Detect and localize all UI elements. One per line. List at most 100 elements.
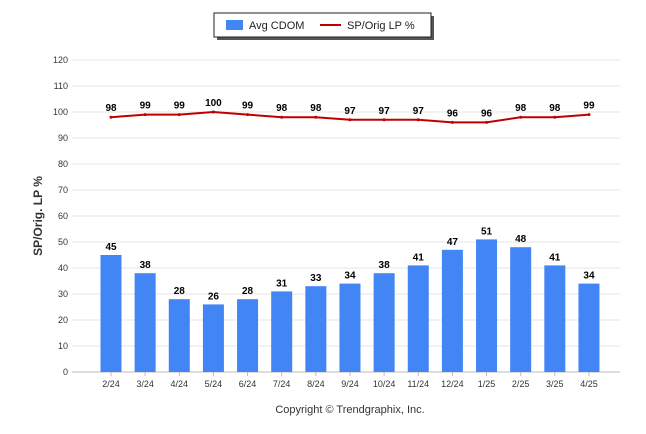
line-data-label: 97 xyxy=(413,106,425,117)
y-tick-label: 120 xyxy=(53,55,68,65)
bar-data-label: 47 xyxy=(447,237,459,248)
bar-data-label: 33 xyxy=(310,273,322,284)
line-data-label: 96 xyxy=(447,108,459,119)
line-point xyxy=(485,120,489,124)
line-data-label: 98 xyxy=(310,103,322,114)
x-tick-label: 2/25 xyxy=(512,379,530,389)
bar-data-label: 28 xyxy=(242,286,254,297)
x-tick-label: 10/24 xyxy=(373,379,396,389)
y-tick-label: 40 xyxy=(58,263,68,273)
bar-data-label: 41 xyxy=(549,252,561,263)
y-tick-label: 60 xyxy=(58,211,68,221)
line-point xyxy=(109,115,113,119)
line-point xyxy=(177,113,181,117)
bar-data-label: 45 xyxy=(105,242,117,253)
bar-data-label: 38 xyxy=(140,260,152,271)
line-point xyxy=(416,118,420,122)
y-tick-label: 100 xyxy=(53,107,68,117)
line-point xyxy=(587,113,591,117)
bar-data-label: 34 xyxy=(344,271,356,282)
bar xyxy=(202,304,224,372)
line-data-label: 97 xyxy=(379,106,391,117)
bar-data-labels: 45 38 28 26 28 31 33 34 38 41 47 51 48 41 34 xyxy=(105,226,595,302)
y-tick-label: 110 xyxy=(54,81,68,91)
bar-data-label: 31 xyxy=(276,278,288,289)
line-point xyxy=(143,113,147,117)
x-tick-label: 3/25 xyxy=(546,379,564,389)
line-data-label: 98 xyxy=(549,103,561,114)
bar-data-label: 28 xyxy=(174,286,186,297)
legend-swatch-avg-cdom xyxy=(226,20,243,30)
x-tick-label: 1/25 xyxy=(478,379,496,389)
line-data-label: 99 xyxy=(583,101,595,112)
y-tick-label: 30 xyxy=(58,289,68,299)
y-tick-label: 90 xyxy=(58,133,68,143)
bar xyxy=(305,286,327,372)
grid-lines xyxy=(72,59,620,373)
line-point xyxy=(246,113,250,117)
line-point xyxy=(280,115,284,119)
x-tick-label: 4/25 xyxy=(580,379,598,389)
x-tick-label: 2/24 xyxy=(102,379,120,389)
x-tick-label: 7/24 xyxy=(273,379,291,389)
line-data-label: 97 xyxy=(344,106,356,117)
y-tick-label: 70 xyxy=(58,185,68,195)
y-tick-label: 10 xyxy=(58,341,68,351)
line-point xyxy=(519,115,523,119)
x-tick-label: 8/24 xyxy=(307,379,325,389)
line-data-label: 99 xyxy=(242,101,254,112)
bar xyxy=(578,283,600,372)
legend-label-sp-orig-lp: SP/Orig LP % xyxy=(347,20,415,32)
bar xyxy=(544,265,566,372)
bar xyxy=(339,283,361,372)
x-tick-label: 9/24 xyxy=(341,379,359,389)
line-point xyxy=(211,110,215,114)
bar xyxy=(373,273,395,372)
line-data-label: 99 xyxy=(174,101,186,112)
line-point xyxy=(314,115,318,119)
bar xyxy=(134,273,156,372)
copyright-footer: Copyright © Trendgraphix, Inc. xyxy=(275,404,424,416)
line-series-sp-orig-lp xyxy=(109,110,591,124)
x-tick-label: 11/24 xyxy=(407,379,429,389)
line-data-label: 98 xyxy=(105,103,117,114)
legend-label-avg-cdom: Avg CDOM xyxy=(249,20,304,32)
x-tick-label: 6/24 xyxy=(239,379,257,389)
y-tick-label: 50 xyxy=(58,237,68,247)
bar xyxy=(100,255,122,372)
y-axis-label: SP/Orig. LP % xyxy=(31,176,45,256)
line-data-labels: 98 99 99 100 99 98 98 97 97 97 96 96 98 98 99 xyxy=(105,98,595,119)
line-data-label: 99 xyxy=(140,101,152,112)
bar xyxy=(476,239,498,372)
y-tick-label: 20 xyxy=(58,315,68,325)
bar-data-label: 41 xyxy=(413,252,425,263)
line-point xyxy=(348,118,352,122)
bar xyxy=(237,299,259,372)
bar xyxy=(271,291,293,372)
x-tick-label: 4/24 xyxy=(171,379,189,389)
line-data-label: 96 xyxy=(481,108,493,119)
y-tick-label: 0 xyxy=(63,367,68,377)
bar xyxy=(510,247,532,372)
bar-data-label: 26 xyxy=(208,291,220,302)
bar-data-label: 48 xyxy=(515,234,527,245)
bar xyxy=(168,299,190,372)
line-point xyxy=(382,118,386,122)
x-tick-label: 12/24 xyxy=(441,379,464,389)
line-data-label: 98 xyxy=(276,103,288,114)
bar xyxy=(407,265,429,372)
x-tick-label: 5/24 xyxy=(205,379,223,389)
line-data-label: 100 xyxy=(205,98,222,109)
legend[interactable]: Avg CDOM SP/Orig LP % xyxy=(213,12,434,40)
x-tick-label: 3/24 xyxy=(136,379,154,389)
bar xyxy=(441,249,463,372)
line-data-label: 98 xyxy=(515,103,527,114)
bar-data-label: 38 xyxy=(379,260,391,271)
x-axis-ticks: 2/24 3/24 4/24 5/24 6/24 7/24 8/24 9/24 10/24 11/… xyxy=(102,372,598,389)
bar-data-label: 51 xyxy=(481,226,493,237)
line-point xyxy=(553,115,557,119)
y-axis-ticks: 0 10 20 30 40 50 60 70 80 90 100 110 120 xyxy=(53,55,68,377)
bar-data-label: 34 xyxy=(583,271,595,282)
y-tick-label: 80 xyxy=(58,159,68,169)
